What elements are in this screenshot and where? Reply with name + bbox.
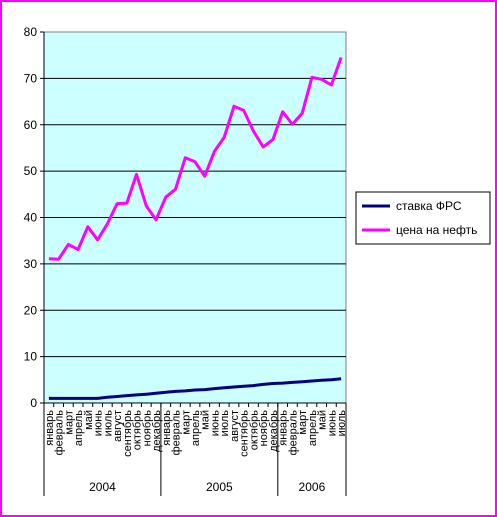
y-tick-label: 80 xyxy=(24,25,38,39)
x-tick-label: апрель xyxy=(190,410,202,446)
x-tick-label: июнь xyxy=(326,410,338,436)
y-tick-label: 60 xyxy=(24,118,38,132)
x-tick-label: май xyxy=(83,410,95,430)
legend-label: цена на нефть xyxy=(396,223,477,237)
x-tick-label: январь xyxy=(44,410,56,446)
year-label: 2006 xyxy=(299,480,326,494)
year-label: 2004 xyxy=(89,480,116,494)
x-tick-label: февраль xyxy=(171,410,183,456)
y-tick-label: 50 xyxy=(24,164,38,178)
x-tick-label: январь xyxy=(278,410,290,446)
series-line-0 xyxy=(48,377,342,400)
x-tick-label: июнь xyxy=(209,410,221,436)
legend-label: ставка ФРС xyxy=(396,199,462,213)
legend-box xyxy=(355,191,491,245)
x-tick-label: февраль xyxy=(287,410,299,456)
x-tick-label: июль xyxy=(102,410,114,437)
x-tick-label: март xyxy=(63,410,75,435)
x-tick-label: март xyxy=(297,410,309,435)
x-tick-label: декабрь xyxy=(151,410,163,452)
x-tick-label: июль xyxy=(219,410,231,437)
x-tick-label: апрель xyxy=(307,410,319,446)
x-tick-label: апрель xyxy=(73,410,85,446)
x-tick-label: март xyxy=(180,410,192,435)
x-tick-label: октябрь xyxy=(132,410,144,450)
year-label: 2005 xyxy=(206,480,233,494)
x-tick-label: январь xyxy=(161,410,173,446)
x-tick-label: ноябрь xyxy=(258,410,270,447)
y-tick-label: 20 xyxy=(24,303,38,317)
x-tick-label: май xyxy=(200,410,212,430)
x-tick-label: ноябрь xyxy=(141,410,153,447)
y-tick-label: 10 xyxy=(24,350,38,364)
x-tick-label: май xyxy=(317,410,329,430)
y-tick-label: 30 xyxy=(24,257,38,271)
y-tick-label: 40 xyxy=(24,211,38,225)
x-tick-label: октябрь xyxy=(248,410,260,450)
x-tick-label: сентябрь xyxy=(122,410,134,457)
x-tick-label: август xyxy=(112,410,124,442)
x-tick-label: июль xyxy=(336,410,348,437)
series-line-1 xyxy=(48,56,343,261)
x-tick-label: июнь xyxy=(93,410,105,436)
x-tick-label: февраль xyxy=(54,410,66,456)
x-tick-label: декабрь xyxy=(268,410,280,452)
y-tick-label: 70 xyxy=(24,71,38,85)
x-tick-label: сентябрь xyxy=(239,410,251,457)
x-tick-label: август xyxy=(229,410,241,442)
y-tick-label: 0 xyxy=(30,396,37,410)
